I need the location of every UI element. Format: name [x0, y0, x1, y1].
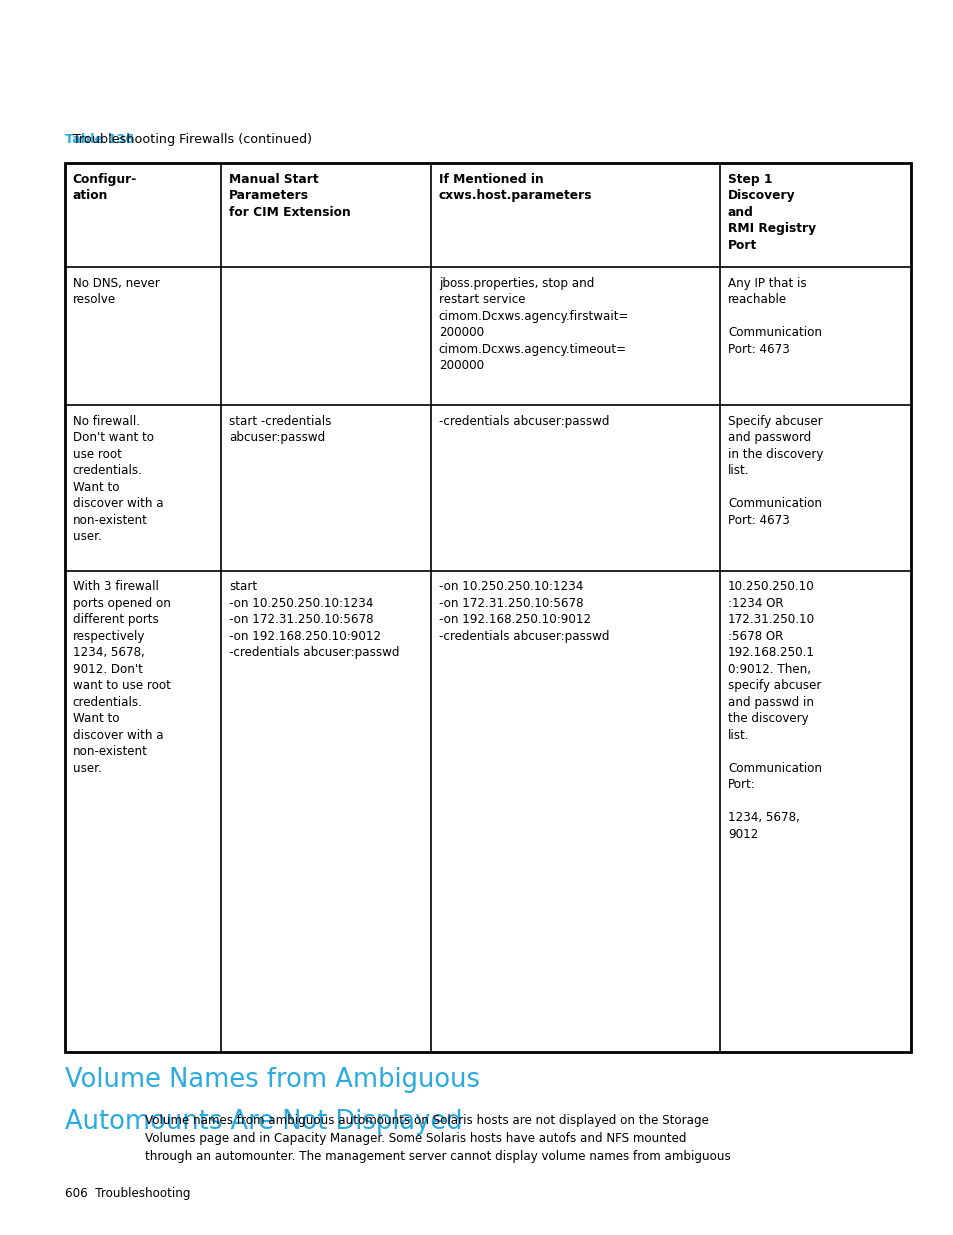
Text: -on 10.250.250.10:1234
-on 172.31.250.10:5678
-on 192.168.250.10:9012
-credentia: -on 10.250.250.10:1234 -on 172.31.250.10… — [438, 580, 609, 643]
Text: No firewall.
Don't want to
use root
credentials.
Want to
discover with a
non-exi: No firewall. Don't want to use root cred… — [72, 415, 163, 543]
Text: Configur-
ation: Configur- ation — [72, 173, 136, 203]
Text: 10.250.250.10
:1234 OR
172.31.250.10
:5678 OR
192.168.250.1
0:9012. Then,
specif: 10.250.250.10 :1234 OR 172.31.250.10 :56… — [727, 580, 821, 841]
Text: No DNS, never
resolve: No DNS, never resolve — [72, 277, 159, 306]
Text: Manual Start
Parameters
for CIM Extension: Manual Start Parameters for CIM Extensio… — [229, 173, 351, 219]
Text: -credentials abcuser:passwd: -credentials abcuser:passwd — [438, 415, 609, 429]
Text: With 3 firewall
ports opened on
different ports
respectively
1234, 5678,
9012. D: With 3 firewall ports opened on differen… — [72, 580, 171, 774]
Bar — [65, 163, 910, 1052]
Text: start -credentials
abcuser:passwd: start -credentials abcuser:passwd — [229, 415, 331, 445]
Text: Volume Names from Ambiguous: Volume Names from Ambiguous — [65, 1067, 479, 1093]
Text: start
-on 10.250.250.10:1234
-on 172.31.250.10:5678
-on 192.168.250.10:9012
-cre: start -on 10.250.250.10:1234 -on 172.31.… — [229, 580, 399, 659]
Text: Volume names from ambiguous automounts on Solaris hosts are not displayed on the: Volume names from ambiguous automounts o… — [145, 1114, 730, 1163]
Text: Specify abcuser
and password
in the discovery
list.

Communication
Port: 4673: Specify abcuser and password in the disc… — [727, 415, 822, 527]
Text: Table 136: Table 136 — [65, 132, 134, 146]
Text: Any IP that is
reachable

Communication
Port: 4673: Any IP that is reachable Communication P… — [727, 277, 821, 356]
Text: Step 1
Discovery
and
RMI Registry
Port: Step 1 Discovery and RMI Registry Port — [727, 173, 815, 252]
Text: 606  Troubleshooting: 606 Troubleshooting — [65, 1187, 191, 1200]
Text: If Mentioned in
cxws.host.parameters: If Mentioned in cxws.host.parameters — [438, 173, 592, 203]
Text: Troubleshooting Firewalls (continued): Troubleshooting Firewalls (continued) — [65, 132, 312, 146]
Text: Automounts Are Not Displayed: Automounts Are Not Displayed — [65, 1109, 462, 1135]
Text: jboss.properties, stop and
restart service
cimom.Dcxws.agency.firstwait=
200000
: jboss.properties, stop and restart servi… — [438, 277, 629, 372]
